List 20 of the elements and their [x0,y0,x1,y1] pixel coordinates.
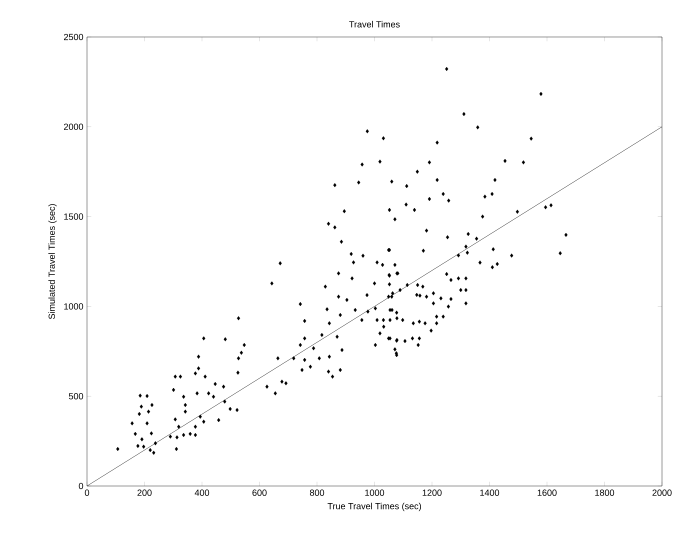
x-tick-label: 1800 [595,490,614,496]
y-tick-label: 2500 [64,34,84,40]
x-axis-title: True Travel Times (sec) [328,502,422,512]
x-tick-label: 600 [252,490,267,496]
x-tick-label: 2000 [652,490,672,496]
x-tick-label: 1600 [538,490,557,496]
y-tick-label: 500 [68,393,84,400]
x-tick-label: 200 [137,490,152,496]
y-tick-label: 0 [78,482,84,490]
y-axis-title: Simulated Travel Times (sec) [48,204,57,320]
chart-title: Travel Times [349,20,400,28]
x-tick-label: 0 [84,490,90,496]
x-tick-label: 800 [310,490,324,496]
y-tick-label: 1500 [64,213,84,220]
y-tick-label: 2000 [64,124,84,130]
x-tick-label: 1000 [365,490,384,496]
x-tick-label: 1200 [422,490,442,496]
x-tick-label: 400 [194,490,210,496]
y-tick-label: 1000 [64,303,84,310]
x-tick-label: 1400 [480,490,500,496]
